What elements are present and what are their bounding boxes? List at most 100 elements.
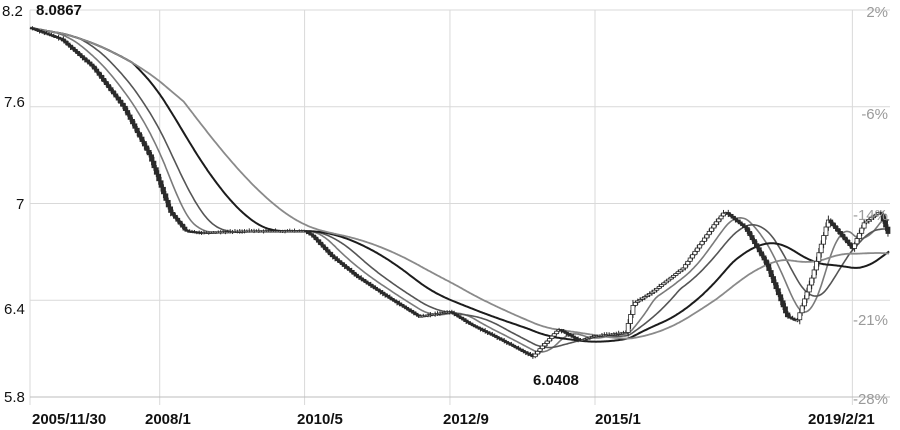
max-value-annotation: 8.0867 [36,2,82,19]
candle-body [156,173,162,182]
candle-body [134,127,140,134]
candle-body [685,260,691,266]
candle-body [833,225,838,229]
candle-body [752,239,757,245]
candle-body [744,227,750,232]
x-tick-label: 2019/2/21 [808,411,875,428]
candle-body [845,239,850,244]
candle-body [716,218,722,223]
candle-body [141,141,147,147]
candle-body [149,154,154,162]
candle-body [814,260,819,271]
candle-body [806,284,812,293]
y-tick-label: 5.8 [4,389,25,406]
candle-body [694,247,700,252]
candle-body [161,186,166,195]
candle-body [718,215,724,220]
candle-body [108,87,114,92]
candle-body [115,96,121,101]
candle-body [766,264,772,271]
candle-body [139,136,145,142]
candle-body [539,345,545,350]
candle-body [823,226,829,236]
candlesticks [29,26,891,359]
candle-body [535,350,541,355]
candle-body [111,90,116,95]
candle-body [764,259,769,265]
y-tick-label: 7 [16,196,24,213]
candle-body [711,224,717,229]
y-tick-label: 7.6 [4,94,25,111]
candle-body [699,240,705,246]
candle-body [182,226,188,231]
candle-body [809,277,815,286]
candle-body [96,71,102,76]
candle-body [170,212,176,216]
y2-tick-label: -28% [853,391,888,408]
candle-body [706,230,712,236]
candle-body [754,243,760,249]
y2-tick-label: 2% [866,4,888,21]
candle-body [532,353,538,358]
candle-body [840,233,846,238]
candle-body [151,160,157,169]
candle-body [163,193,169,201]
candle-body [835,228,841,232]
candle-body [709,227,714,232]
candle-body [811,269,817,279]
candle-body [854,238,860,245]
candle-body [91,65,97,70]
candle-body [630,305,636,315]
candle-body [797,312,803,321]
candle-body [852,243,857,249]
candle-body [771,276,776,284]
candle-body [625,323,631,333]
candle-body [146,149,152,156]
moving-average-lines [29,26,890,353]
candle-body [885,226,891,234]
candle-body [137,132,143,138]
candle-body [153,167,159,175]
candle-body [704,234,710,239]
candle-body [103,81,109,86]
y-tick-label: 6.4 [4,301,25,318]
x-tick-label: 2010/5 [297,411,343,428]
candle-body [118,99,123,104]
y2-tick-label: -21% [853,312,888,329]
candle-body [94,68,100,73]
candle-body [180,223,185,228]
x-tick-label: 2015/1 [595,411,641,428]
candle-body [125,110,131,116]
candle-body [144,145,150,151]
candle-body [697,244,703,249]
candle-body [168,206,174,213]
candle-body [837,230,843,235]
candle-body [821,235,827,245]
candle-body [804,291,810,300]
candle-body [713,221,719,226]
y2-tick-label: -6% [861,106,888,123]
candle-body [816,252,822,262]
min-value-annotation: 6.0408 [533,372,579,389]
candle-body [692,250,698,256]
candle-body [130,118,135,125]
candle-body [802,298,807,307]
y2-tick-label: -14% [853,207,888,224]
candle-body [847,242,853,247]
x-tick-label: 2012/9 [443,411,489,428]
candle-body [759,251,765,257]
candle-body [537,348,543,352]
candle-body [818,243,824,254]
candle-body [172,214,178,219]
x-tick-label: 2005/11/30 [32,411,106,428]
candle-body [122,105,128,111]
candle-body [828,219,834,224]
candle-body [158,180,164,188]
candle-body [682,264,688,269]
candle-body [175,217,181,222]
candle-body [99,74,104,79]
grid-lines [29,9,890,405]
y-tick-label: 8.2 [2,3,23,20]
candle-body [775,288,781,296]
